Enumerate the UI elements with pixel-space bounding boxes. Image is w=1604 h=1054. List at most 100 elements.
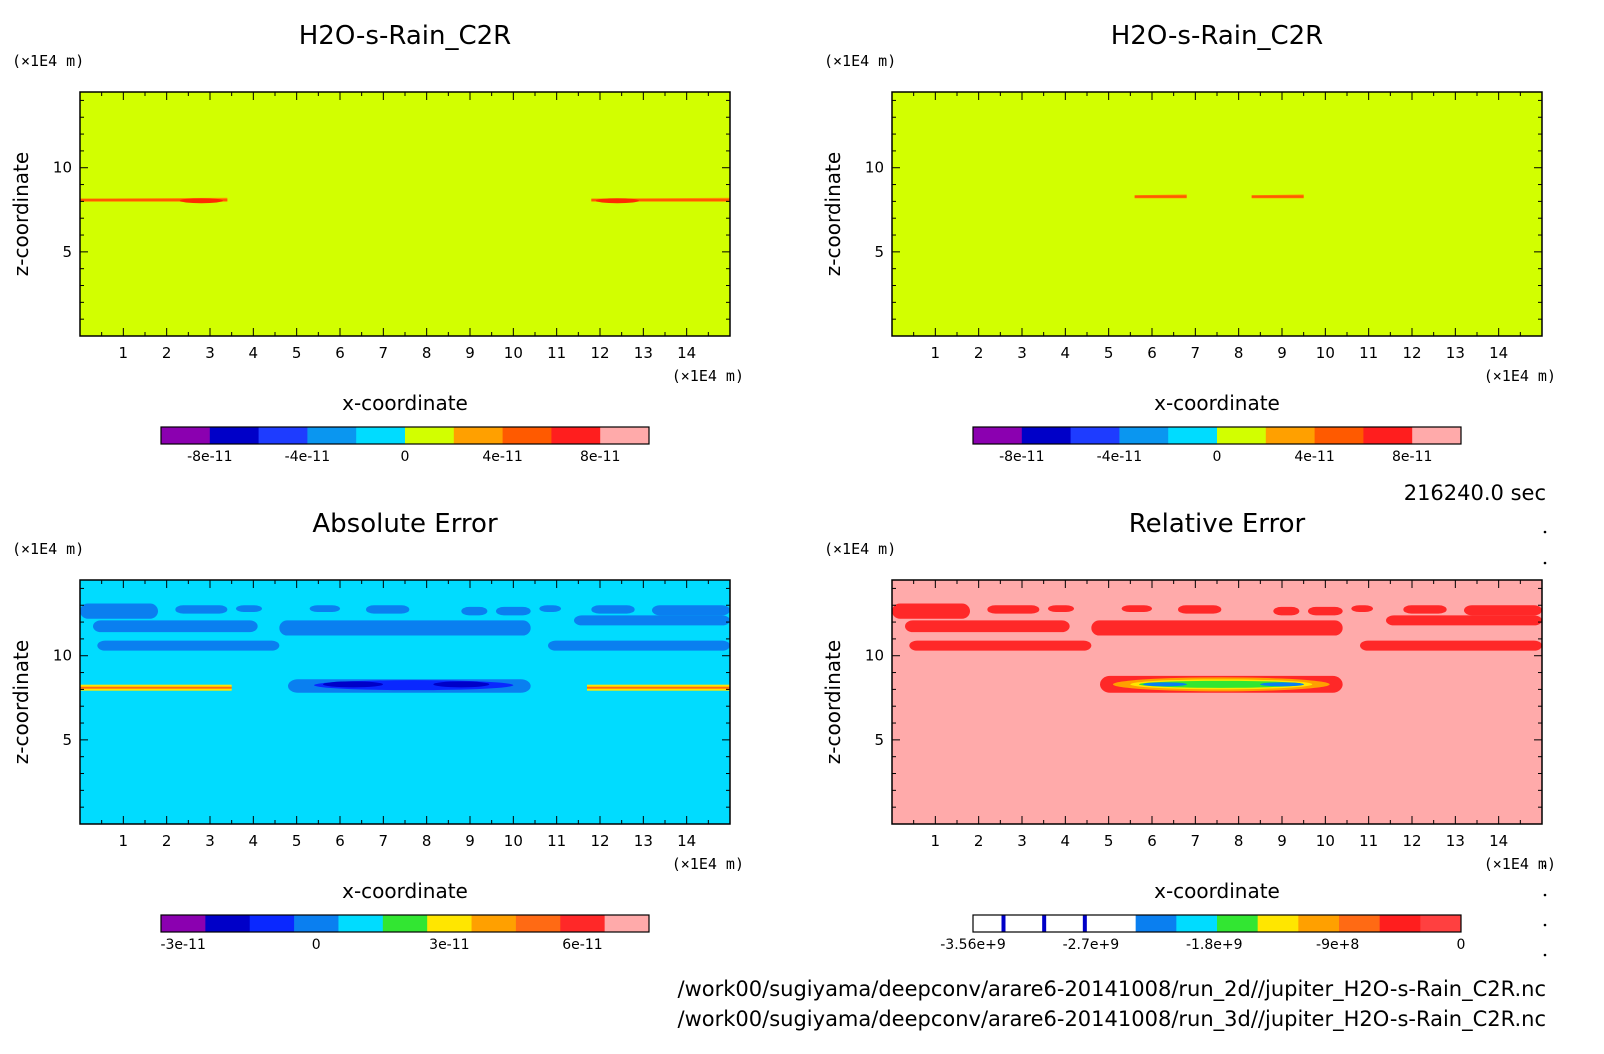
y-unit-label: (×1E4 m) xyxy=(824,52,896,70)
error-thin-band-core xyxy=(80,686,232,689)
colorbar: -8e-11 -4e-11 0 4e-11 8e-11 xyxy=(160,426,650,465)
colorbar-swatch xyxy=(502,427,552,444)
x-tick-label: 7 xyxy=(379,832,389,850)
x-axis-label: x-coordinate xyxy=(342,391,468,415)
x-tick-label: 11 xyxy=(1359,344,1378,362)
error-band-patch xyxy=(652,605,730,616)
error-band-patch xyxy=(574,615,730,626)
x-tick-label: 9 xyxy=(1277,344,1287,362)
colorbar-swatch xyxy=(382,915,428,932)
colorbar-marker xyxy=(1001,915,1006,932)
colorbar-tick-label: -4e-11 xyxy=(285,449,330,465)
colorbar-swatch xyxy=(1217,427,1267,444)
error-band-patch xyxy=(1308,606,1343,616)
colorbar: -8e-11 -4e-11 0 4e-11 8e-11 xyxy=(972,426,1462,465)
x-tick-label: 13 xyxy=(1446,344,1465,362)
x-tick-label: 5 xyxy=(1104,832,1114,850)
x-tick-label: 10 xyxy=(504,832,523,850)
x-unit-label: (×1E4 m) xyxy=(672,367,744,385)
y-unit-label: (×1E4 m) xyxy=(12,540,84,558)
y-axis-label: z-coordinate xyxy=(821,152,845,276)
x-tick-label: 2 xyxy=(974,832,984,850)
x-tick-label: 13 xyxy=(1446,832,1465,850)
x-tick-label: 7 xyxy=(1191,832,1201,850)
colorbar-swatch xyxy=(515,915,561,932)
rel-core-min xyxy=(1260,682,1304,687)
x-tick-label: 4 xyxy=(249,832,259,850)
error-band-patch xyxy=(1048,605,1074,612)
chart-title: H2O-s-Rain_C2R xyxy=(299,21,511,51)
x-tick-label: 4 xyxy=(1061,832,1071,850)
colorbar-swatch xyxy=(973,427,1023,444)
colorbar-tick-label: -8e-11 xyxy=(999,449,1044,465)
colorbar-swatch xyxy=(161,427,211,444)
x-tick-label: 3 xyxy=(1017,344,1027,362)
x-tick-label: 6 xyxy=(1147,344,1157,362)
error-band-patch xyxy=(892,603,970,619)
x-tick-label: 1 xyxy=(119,344,129,362)
x-tick-label: 4 xyxy=(249,344,259,362)
margin-dots xyxy=(1543,530,1547,957)
y-tick-label: 5 xyxy=(874,243,884,261)
colorbar-tick-label: -3e-11 xyxy=(160,937,205,953)
x-tick-label: 4 xyxy=(1061,344,1071,362)
y-unit-label: (×1E4 m) xyxy=(12,52,84,70)
colorbar-tick-label: 0 xyxy=(1457,937,1466,953)
colorbar-swatch xyxy=(551,427,601,444)
x-tick-label: 14 xyxy=(677,344,696,362)
colorbar-swatch xyxy=(249,915,295,932)
x-tick-label: 3 xyxy=(205,344,215,362)
error-band-patch xyxy=(1178,605,1222,614)
x-axis-label: x-coordinate xyxy=(1154,391,1280,415)
colorbar-swatch xyxy=(338,915,384,932)
colorbar-swatch xyxy=(1021,427,1072,444)
colorbar-swatch xyxy=(1314,427,1364,444)
colorbar-swatch xyxy=(205,915,251,932)
colorbar-swatch xyxy=(1070,427,1120,444)
colorbar: -3e-11 0 3e-11 6e-11 xyxy=(160,914,650,953)
colorbar-swatch xyxy=(427,915,473,932)
y-axis-label: z-coordinate xyxy=(821,640,845,764)
x-tick-label: 12 xyxy=(590,832,609,850)
error-band-patch xyxy=(591,605,635,614)
y-axis-label: z-coordinate xyxy=(9,640,33,764)
x-tick-label: 14 xyxy=(1489,832,1508,850)
error-band-patch xyxy=(461,606,488,616)
plot-background xyxy=(80,92,730,336)
tick-marks xyxy=(891,92,1543,337)
plot-features xyxy=(80,197,730,204)
colorbar-swatch xyxy=(453,427,504,444)
colorbar-swatch xyxy=(1176,915,1218,932)
colorbar-tick-label: -9e+8 xyxy=(1316,937,1359,953)
error-band-patch xyxy=(279,620,531,636)
error-band-patch xyxy=(905,620,1070,633)
x-tick-label: 2 xyxy=(162,832,172,850)
error-band-patch xyxy=(496,606,531,616)
tick-marks xyxy=(79,92,731,337)
rain-band-peak xyxy=(595,198,639,204)
x-tick-label: 8 xyxy=(1234,344,1244,362)
x-tick-label: 1 xyxy=(931,832,941,850)
x-tick-label: 9 xyxy=(465,832,475,850)
x-tick-label: 5 xyxy=(1104,344,1114,362)
colorbar-tick-label: 0 xyxy=(1213,449,1222,465)
chart-title: Relative Error xyxy=(1129,509,1306,539)
error-band-patch xyxy=(987,605,1040,614)
x-tick-label: 9 xyxy=(1277,832,1287,850)
colorbar-swatch xyxy=(600,427,650,444)
colorbar-tick-label: -4e-11 xyxy=(1097,449,1142,465)
error-band-patch xyxy=(1386,615,1542,626)
y-tick-label: 10 xyxy=(53,647,72,665)
colorbar: -3.56e+9 -2.7e+9 -1.8e+9 -9e+8 0 xyxy=(940,914,1466,953)
colorbar-tick-label: 4e-11 xyxy=(482,449,522,465)
colorbar-tick-label: 8e-11 xyxy=(580,449,620,465)
colorbar-swatch xyxy=(294,915,339,932)
colorbar-swatch xyxy=(1168,427,1218,444)
x-unit-label: (×1E4 m) xyxy=(672,855,744,873)
colorbar-swatch xyxy=(560,915,606,932)
rel-core-3 xyxy=(1139,680,1304,688)
error-band-patch xyxy=(1121,605,1152,612)
colorbar-tick-label: -1.8e+9 xyxy=(1186,937,1243,953)
colorbar-swatch xyxy=(1095,915,1137,932)
x-tick-label: 10 xyxy=(504,344,523,362)
